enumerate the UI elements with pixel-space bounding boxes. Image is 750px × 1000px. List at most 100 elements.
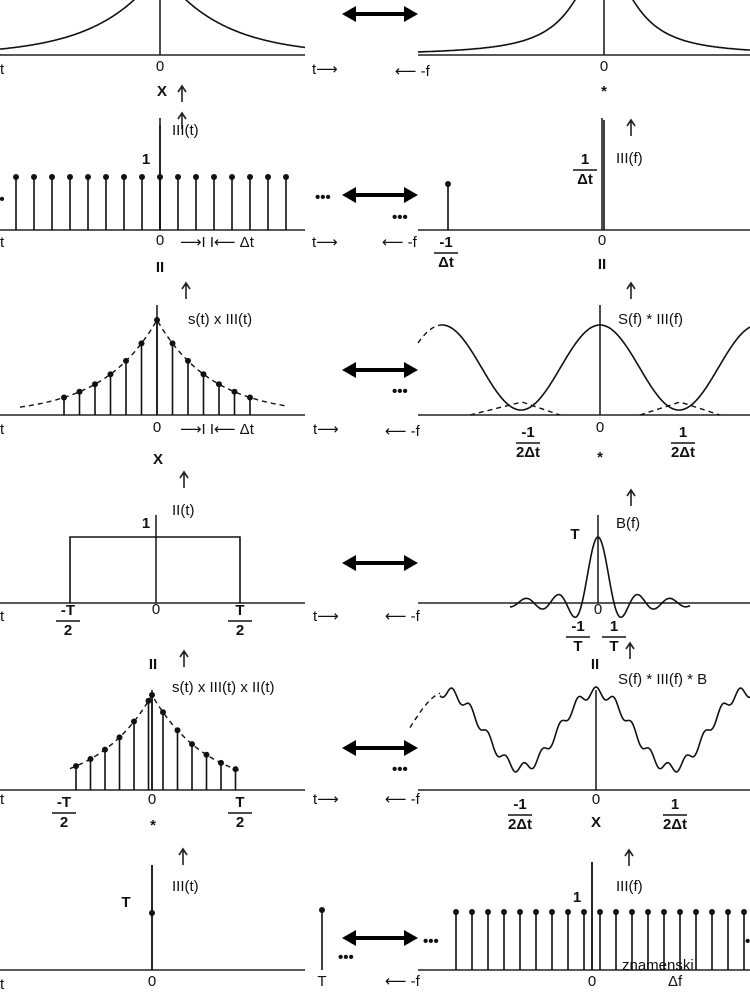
label: T bbox=[121, 894, 130, 911]
stem-dot bbox=[116, 734, 123, 741]
stem-dot bbox=[203, 751, 210, 758]
label: ••• bbox=[392, 209, 408, 226]
stem-dot bbox=[247, 394, 253, 401]
fraction-num: -T bbox=[61, 602, 75, 619]
stem-dot bbox=[709, 909, 715, 915]
curve bbox=[417, 324, 441, 344]
label: 0 bbox=[596, 419, 604, 436]
curve bbox=[69, 536, 241, 603]
label: 0 bbox=[598, 232, 606, 249]
stem-dot bbox=[31, 174, 37, 180]
stem-dot bbox=[265, 174, 271, 180]
stem-dot bbox=[67, 174, 73, 180]
label: t⟶ bbox=[312, 234, 338, 251]
stem-dot bbox=[73, 763, 79, 770]
label: 1 bbox=[142, 515, 150, 532]
curve bbox=[510, 536, 691, 619]
stem-dot bbox=[76, 388, 83, 395]
stem-dot bbox=[549, 909, 555, 915]
label: * bbox=[601, 83, 607, 100]
label: ⟵ -f bbox=[385, 423, 421, 440]
stem-dot bbox=[565, 909, 571, 915]
label: ⟶I I⟵ Δt bbox=[180, 234, 255, 251]
label: ••• bbox=[392, 383, 408, 400]
label: 0 bbox=[156, 58, 164, 75]
stem-dot bbox=[485, 909, 491, 915]
label: III(f) bbox=[616, 878, 643, 895]
label: * bbox=[597, 449, 603, 466]
stem-dot bbox=[232, 766, 239, 773]
stem-dot bbox=[87, 755, 94, 762]
label: II bbox=[156, 259, 164, 276]
up-arrow bbox=[177, 111, 187, 129]
curve bbox=[439, 686, 750, 773]
stem-dot bbox=[149, 692, 155, 698]
fraction-num: -1 bbox=[521, 424, 534, 441]
fraction-num: 1 bbox=[671, 796, 679, 813]
stem-dot bbox=[629, 909, 635, 915]
label: 0 bbox=[156, 232, 164, 249]
label: III(t) bbox=[172, 122, 199, 139]
label: t bbox=[0, 61, 5, 78]
label: II(t) bbox=[172, 502, 195, 519]
label: 0 bbox=[594, 601, 602, 618]
stem-dot bbox=[123, 357, 129, 364]
fraction-den: 2 bbox=[60, 814, 68, 831]
label: ••• bbox=[745, 933, 750, 950]
label: ••• bbox=[392, 761, 408, 778]
stem-dot bbox=[145, 697, 152, 704]
stem-dot bbox=[517, 909, 523, 915]
curve bbox=[69, 693, 243, 773]
fraction-den: 2 bbox=[236, 622, 244, 639]
fraction-den: 2 bbox=[64, 622, 72, 639]
up-arrow bbox=[179, 649, 189, 667]
label: ⟵ -f bbox=[385, 973, 421, 990]
label: 0 bbox=[592, 791, 600, 808]
stem-dot bbox=[677, 909, 683, 915]
stem-dot bbox=[139, 174, 145, 180]
curve bbox=[409, 692, 441, 728]
fraction-num: 1 bbox=[581, 151, 589, 168]
stem-dot bbox=[102, 746, 108, 753]
stem-dot bbox=[138, 340, 145, 347]
label: t bbox=[0, 976, 5, 993]
stem-dot bbox=[725, 909, 731, 915]
fraction-den: 2Δt bbox=[508, 816, 532, 833]
label: S(f) * III(f) bbox=[618, 311, 683, 328]
fraction-den: T bbox=[609, 638, 618, 655]
up-arrow bbox=[625, 641, 635, 659]
label: T bbox=[570, 526, 579, 543]
fraction-num: 1 bbox=[610, 618, 618, 635]
stem-dot bbox=[174, 727, 181, 734]
curve bbox=[418, 0, 750, 53]
label: 0 bbox=[148, 973, 156, 990]
fraction-den: 2 bbox=[236, 814, 244, 831]
label: ••• bbox=[423, 933, 439, 950]
stem-dot bbox=[581, 909, 587, 915]
stem-dot bbox=[216, 381, 222, 388]
fraction-den: T bbox=[573, 638, 582, 655]
curve bbox=[0, 0, 306, 50]
label: t⟶ bbox=[313, 421, 339, 438]
label: II bbox=[591, 656, 599, 673]
label: ⟵ -f bbox=[385, 608, 421, 625]
label: Δf bbox=[668, 973, 683, 990]
stem-dot bbox=[741, 909, 747, 915]
up-arrow bbox=[177, 84, 187, 102]
label: X bbox=[153, 451, 163, 468]
up-arrow bbox=[181, 281, 191, 299]
stem-dot bbox=[445, 181, 451, 187]
stem-dot bbox=[61, 394, 67, 401]
fraction-num: 1 bbox=[679, 424, 687, 441]
label: S(f) * III(f) * B bbox=[618, 671, 707, 688]
curve bbox=[19, 318, 286, 408]
stem-dot bbox=[533, 909, 539, 915]
label: t bbox=[0, 608, 5, 625]
label: ⟵ -f bbox=[382, 234, 418, 251]
up-arrow bbox=[178, 847, 188, 865]
fraction-num: T bbox=[235, 602, 244, 619]
label: t bbox=[0, 234, 5, 251]
label: ••• bbox=[315, 189, 331, 206]
stem-dot bbox=[121, 174, 127, 180]
up-arrow bbox=[624, 848, 634, 866]
